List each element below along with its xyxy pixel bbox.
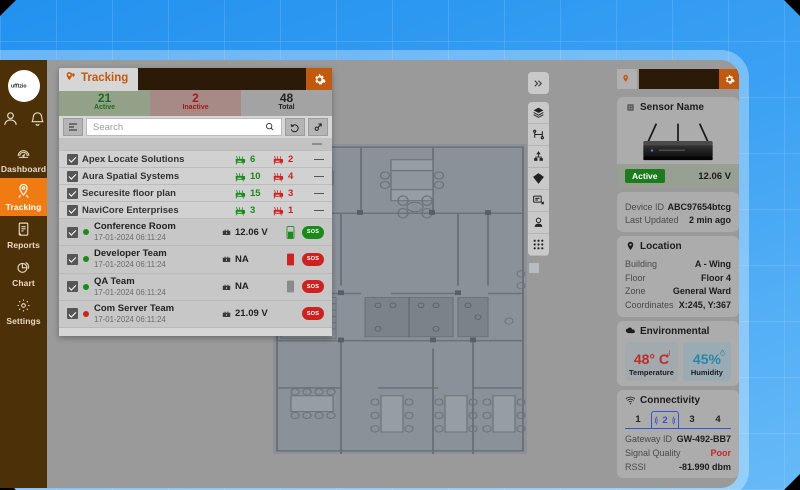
svg-text:ufftzio: ufftzio [11,84,27,90]
